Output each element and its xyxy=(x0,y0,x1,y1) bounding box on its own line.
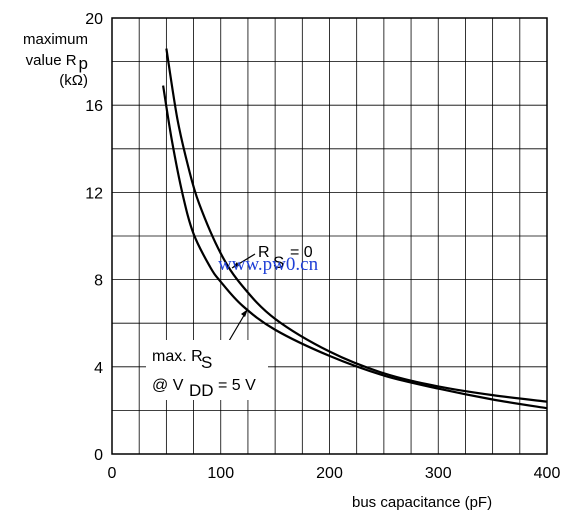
y-tick-label: 8 xyxy=(94,273,103,290)
legend-maxrs-r: max. R xyxy=(152,348,203,365)
annotation-arrowhead-rs0 xyxy=(232,262,239,268)
y-axis-label-line1: maximum xyxy=(22,31,88,48)
x-tick-label: 300 xyxy=(425,465,452,482)
legend-maxrs-eq: = 5 V xyxy=(218,377,256,394)
series-lines xyxy=(162,48,548,410)
annotation-bg-maxrs xyxy=(146,340,268,400)
plot-frame xyxy=(111,17,548,455)
legend-maxrs-at: @ V xyxy=(152,377,184,394)
watermark: www.pw0.cn xyxy=(218,254,319,275)
x-tick-label: 400 xyxy=(534,465,561,482)
y-tick-label: 20 xyxy=(85,11,103,28)
y-tick-label: 0 xyxy=(94,447,103,464)
legend-rs0-r: R xyxy=(258,244,270,261)
tick-labels: 0 100 200 300 400 0 4 8 12 16 20 xyxy=(85,11,560,482)
legend-maxrs-s: S xyxy=(201,353,212,372)
y-tick-label: 12 xyxy=(85,185,103,202)
legend-rs0-eq: = 0 xyxy=(290,244,313,261)
x-tick-label: 200 xyxy=(316,465,343,482)
y-tick-label: 16 xyxy=(85,98,103,115)
legend-rs0-s: S xyxy=(273,253,284,272)
y-axis-label-value: value R xyxy=(25,52,77,69)
annotation-arrowhead-maxrs xyxy=(241,309,248,317)
x-tick-label: 100 xyxy=(207,465,234,482)
series-line-0 xyxy=(165,48,548,403)
y-axis-label-unit: (kΩ) xyxy=(59,72,88,89)
y-axis-label-subscript: p xyxy=(78,54,88,73)
x-axis-label: bus capacitance (pF) xyxy=(352,494,493,511)
y-tick-label: 4 xyxy=(94,360,103,377)
x-tick-label: 0 xyxy=(108,465,117,482)
legend-maxrs-dd: DD xyxy=(189,381,214,400)
series-line-1 xyxy=(162,85,548,410)
